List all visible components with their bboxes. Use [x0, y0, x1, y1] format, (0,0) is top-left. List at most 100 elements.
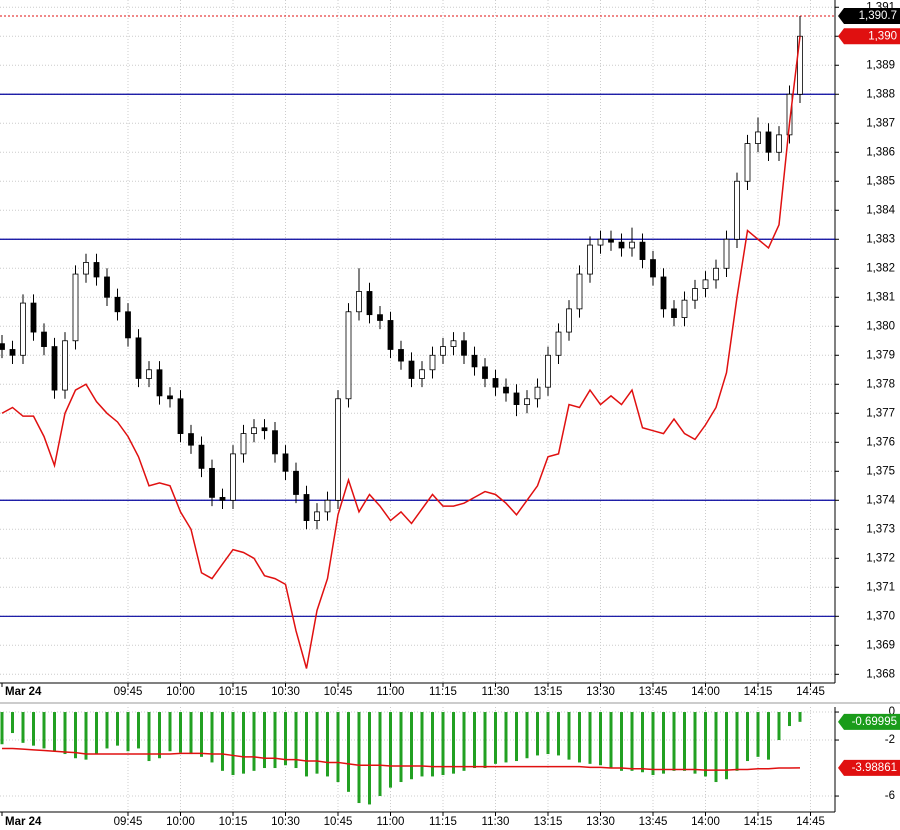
- x-tick-label: 10:15: [219, 816, 248, 828]
- candle-body: [125, 311, 131, 339]
- candle-body: [72, 273, 79, 342]
- bar: [599, 712, 602, 766]
- candle-body: [545, 354, 551, 388]
- bar: [378, 712, 382, 797]
- bar: [494, 712, 497, 764]
- bar: [336, 712, 340, 783]
- candle-body: [345, 311, 352, 400]
- y-tick-label: -2: [885, 734, 895, 746]
- candle-body: [188, 433, 194, 446]
- x-tick-label: 13:15: [534, 686, 563, 698]
- bar: [63, 712, 67, 755]
- candle-body: [429, 354, 436, 371]
- bar: [609, 712, 613, 769]
- bar: [158, 712, 161, 759]
- y-tick-label: 1,368: [866, 668, 895, 680]
- y-tick-label: 1,381: [866, 291, 895, 303]
- y-tick-label: 1,388: [866, 88, 895, 100]
- bar: [525, 712, 529, 759]
- candle-body: [629, 241, 635, 249]
- y-tick-label: 1,382: [866, 262, 895, 274]
- candle-body: [723, 238, 730, 269]
- candle-body: [366, 291, 373, 316]
- bar: [242, 712, 245, 774]
- candle-body: [681, 299, 688, 318]
- bar: [179, 712, 182, 753]
- y-tick-label: 1,387: [866, 117, 895, 129]
- x-tick-label: 14:15: [744, 816, 773, 828]
- candle-body: [387, 320, 394, 350]
- x-tick-label: Mar 24: [5, 816, 42, 828]
- candle-body: [597, 238, 604, 246]
- candle-body: [356, 291, 362, 313]
- bar: [315, 712, 319, 774]
- candle-body: [566, 308, 572, 333]
- candle-body: [587, 244, 593, 275]
- candle-body: [408, 360, 415, 379]
- bar: [263, 712, 266, 769]
- bar: [756, 712, 760, 757]
- candle-body: [650, 259, 656, 278]
- candle-body: [692, 288, 698, 301]
- x-tick-label: 13:30: [586, 816, 615, 828]
- bar: [347, 712, 350, 792]
- y-tick-label: 1,383: [866, 233, 895, 245]
- bar: [683, 712, 686, 771]
- bar: [11, 712, 14, 734]
- y-tick-label: 1,386: [866, 146, 895, 158]
- bar: [42, 712, 46, 749]
- y-tick-label: 1,374: [866, 494, 895, 506]
- candle-body: [30, 302, 37, 333]
- candle-body: [639, 241, 646, 260]
- bar: [746, 712, 749, 762]
- y-tick-label: 1,372: [866, 552, 895, 564]
- candle-body: [41, 331, 47, 347]
- price-tag: -0.69995: [838, 713, 900, 730]
- x-tick-label: 13:45: [639, 816, 668, 828]
- bar: [368, 712, 371, 805]
- candle-body: [702, 279, 709, 289]
- candle-body: [114, 296, 121, 313]
- candle-body: [419, 369, 425, 379]
- bar: [662, 712, 665, 774]
- x-tick-label: 14:45: [796, 686, 825, 698]
- candle-body: [786, 93, 793, 136]
- bar: [504, 712, 508, 763]
- candle-body: [513, 392, 520, 405]
- candle-body: [62, 340, 68, 391]
- bar: [389, 712, 392, 788]
- x-tick-label: 10:45: [324, 686, 353, 698]
- price-tag: -3.98861: [838, 759, 900, 776]
- x-tick-label: 14:45: [796, 816, 825, 828]
- x-tick-label: 11:30: [482, 686, 510, 698]
- bar: [420, 712, 424, 777]
- candle-body: [440, 346, 446, 356]
- y-tick-label: 1,371: [866, 581, 895, 593]
- candle-body: [167, 395, 173, 400]
- candle-body: [576, 273, 583, 310]
- candle-body: [272, 430, 278, 455]
- x-tick-label: 10:45: [324, 816, 353, 828]
- tag-label: 1,390.7: [859, 10, 897, 22]
- candle-body: [608, 238, 614, 243]
- x-tick-label: 10:30: [271, 816, 300, 828]
- x-tick-label: 11:15: [429, 816, 457, 828]
- candle-body: [492, 378, 499, 388]
- candle-body: [230, 453, 236, 501]
- bar: [536, 712, 539, 756]
- bar: [74, 712, 77, 759]
- bar: [105, 712, 109, 749]
- bar: [126, 712, 130, 752]
- candle-body: [20, 302, 26, 356]
- bar: [357, 712, 361, 804]
- bar: [777, 712, 781, 741]
- candle-body: [219, 496, 226, 501]
- x-tick-label: Mar 24: [5, 686, 42, 698]
- price-tag: 1,390: [838, 28, 900, 45]
- bar: [305, 712, 308, 777]
- candle-body: [282, 453, 289, 472]
- y-tick-label: 1,373: [866, 523, 895, 535]
- bar: [326, 712, 329, 777]
- candle-body: [398, 349, 404, 362]
